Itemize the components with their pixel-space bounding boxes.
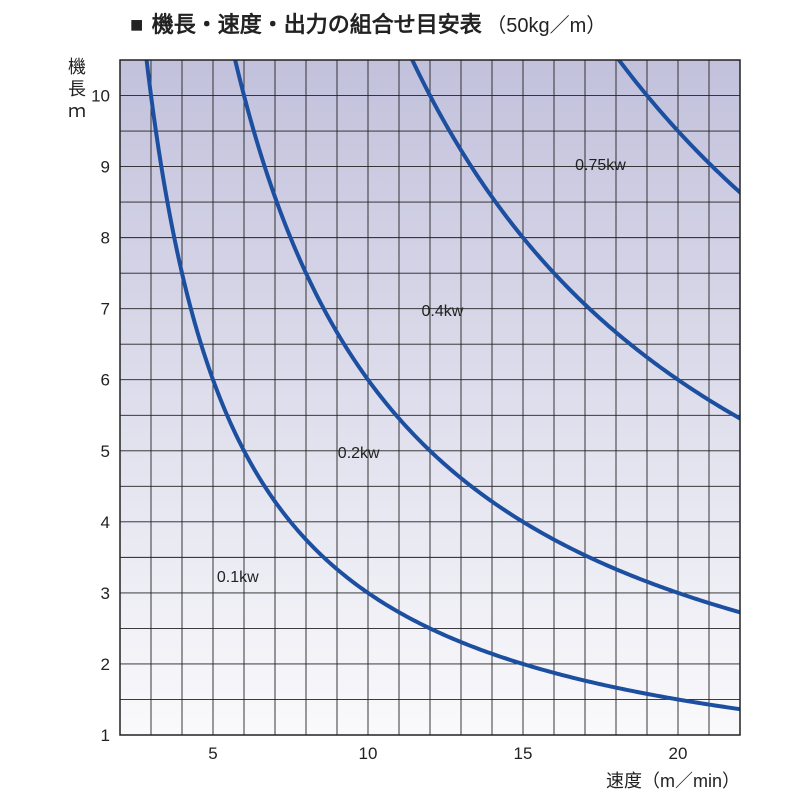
y-axis-title-char: ｍ — [68, 101, 86, 121]
y-tick-label: 9 — [101, 158, 110, 177]
x-tick-label: 10 — [359, 744, 378, 763]
title-bullet: ■ — [130, 12, 143, 37]
y-tick-label: 5 — [101, 442, 110, 461]
y-tick-label: 3 — [101, 584, 110, 603]
y-tick-label: 6 — [101, 371, 110, 390]
y-tick-label: 7 — [101, 300, 110, 319]
y-axis-title-char: 長 — [68, 79, 86, 99]
title-main-text: 機長・速度・出力の組合せ目安表 — [152, 12, 483, 37]
x-tick-label: 5 — [208, 744, 217, 763]
chart-root: ■ 機長・速度・出力の組合せ目安表 （50kg／m） 機長ｍ 0.1kw 0.2k… — [0, 0, 800, 800]
curve-label: 0.75kw — [575, 157, 626, 174]
y-tick-labels: 1 2 3 4 5 6 7 8 9 10 — [91, 87, 110, 745]
grid — [120, 60, 740, 735]
curve-label: 0.1kw — [217, 569, 259, 586]
x-tick-label: 15 — [514, 744, 533, 763]
y-tick-label: 4 — [101, 513, 110, 532]
curve-label: 0.2kw — [338, 445, 380, 462]
y-tick-label: 8 — [101, 229, 110, 248]
y-axis-title-char: 機 — [68, 57, 86, 77]
y-axis-title: 機長ｍ — [68, 57, 86, 121]
y-tick-label: 2 — [101, 655, 110, 674]
x-tick-label: 20 — [669, 744, 688, 763]
y-tick-label: 10 — [91, 87, 110, 106]
x-axis-title: 速度（m／min） — [606, 771, 740, 791]
title-sub-text: （50kg／m） — [486, 14, 606, 37]
y-tick-label: 1 — [101, 726, 110, 745]
x-tick-labels: 5 10 15 20 — [208, 744, 687, 763]
curve-label: 0.4kw — [422, 303, 464, 320]
chart-title: ■ 機長・速度・出力の組合せ目安表 （50kg／m） — [130, 12, 606, 37]
